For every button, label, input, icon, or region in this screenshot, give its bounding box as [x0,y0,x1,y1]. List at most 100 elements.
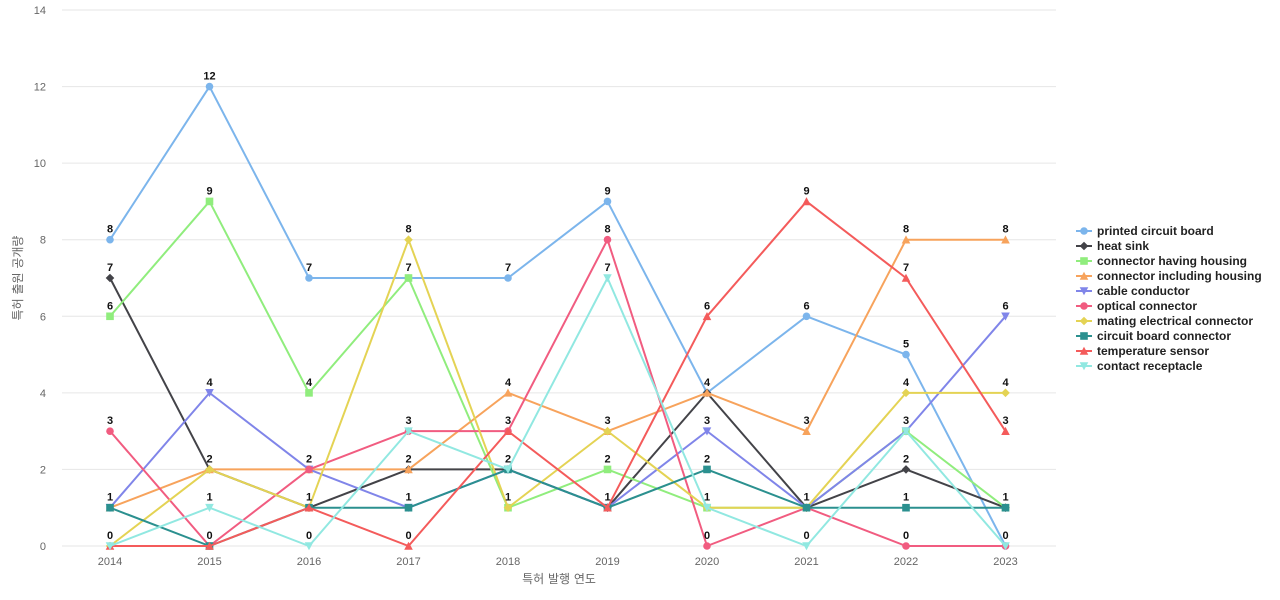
data-point[interactable] [802,312,811,321]
legend-marker[interactable] [1080,302,1088,310]
data-point[interactable] [1001,426,1010,435]
data-point[interactable] [1001,312,1010,321]
data-label: 9 [803,185,809,197]
data-point[interactable] [902,503,910,512]
data-point[interactable] [603,197,612,206]
data-point[interactable] [603,235,612,244]
data-point[interactable] [703,542,711,550]
data-point[interactable] [404,541,413,550]
legend-item[interactable]: optical connector [1076,299,1197,313]
legend-marker[interactable] [1079,362,1089,371]
data-point[interactable] [503,465,513,474]
data-point[interactable] [105,273,115,283]
series-line-optical-connector[interactable] [109,238,1006,547]
legend-item[interactable]: contact receptacle [1076,359,1203,373]
legend-marker[interactable] [1080,257,1088,265]
data-point[interactable] [106,235,114,244]
data-point[interactable] [304,503,314,512]
data-point[interactable] [404,235,413,245]
series-line-connector-having-housing[interactable] [109,200,1007,509]
data-point[interactable] [901,388,911,398]
legend-item[interactable]: printed circuit board [1076,224,1214,238]
data-point[interactable] [901,427,911,436]
data-point[interactable] [205,82,214,91]
legend-marker[interactable] [1079,241,1089,251]
data-point[interactable] [305,274,313,282]
data-point[interactable] [106,503,114,512]
data-point[interactable] [702,503,712,513]
data-point[interactable] [404,274,413,282]
data-point[interactable] [702,311,712,321]
legend-marker[interactable] [1079,316,1089,326]
data-label: 3 [107,415,113,427]
data-point[interactable] [802,542,811,551]
data-point[interactable] [703,465,711,474]
data-point[interactable] [404,503,413,512]
data-label: 4 [505,377,512,389]
data-point[interactable] [902,350,910,359]
series-line-connector-including-housing[interactable] [109,238,1006,509]
data-point[interactable] [603,503,612,512]
legend-item[interactable]: mating electrical connector [1076,314,1253,328]
data-label: 7 [505,262,511,274]
legend-marker[interactable] [1080,227,1088,235]
data-point[interactable] [603,426,612,436]
data-point[interactable] [1001,503,1010,512]
data-point[interactable] [901,273,911,282]
data-point[interactable] [305,465,313,474]
data-point[interactable] [503,426,513,435]
data-point[interactable] [205,541,214,550]
data-point[interactable] [1001,235,1010,244]
series-line-contact-receptacle[interactable] [109,277,1007,547]
data-label: 7 [405,262,411,274]
data-point[interactable] [105,542,115,551]
data-label: 2 [604,453,610,465]
data-point[interactable] [205,389,214,398]
data-point[interactable] [205,465,214,474]
data-point[interactable] [901,465,911,474]
legend-label: temperature sensor [1097,344,1209,358]
series-layer [105,82,1010,551]
data-point[interactable] [404,427,413,436]
legend-item[interactable]: cable conductor [1076,284,1190,298]
data-point[interactable] [603,274,612,283]
data-point[interactable] [802,503,811,512]
legend-marker[interactable] [1079,287,1089,296]
y-tick-label: 8 [40,235,46,247]
series-line-circuit-board-connector[interactable] [109,468,1006,547]
legend-marker[interactable] [1079,271,1089,280]
y-tick-label: 0 [40,541,46,553]
legend-item[interactable]: heat sink [1076,239,1149,253]
data-point[interactable] [503,388,513,397]
data-point[interactable] [902,542,910,550]
data-point[interactable] [702,427,712,436]
data-point[interactable] [205,197,214,206]
legend-item[interactable]: connector including housing [1076,269,1262,283]
data-point[interactable] [1001,542,1010,551]
data-point[interactable] [802,197,811,206]
legend-item[interactable]: temperature sensor [1076,344,1209,358]
legend-marker[interactable] [1080,332,1088,340]
data-point[interactable] [504,274,512,282]
data-label: 0 [107,530,113,542]
legend-marker[interactable] [1079,346,1089,355]
data-point[interactable] [106,312,114,321]
data-point[interactable] [305,389,313,397]
legend-item[interactable]: connector having housing [1076,254,1247,268]
x-tick-label: 2020 [695,556,719,568]
data-point[interactable] [205,503,214,513]
legend-item[interactable]: circuit board connector [1076,329,1231,343]
data-point[interactable] [802,426,811,435]
data-point[interactable] [702,388,712,397]
y-tick-label: 2 [40,464,46,476]
data-point[interactable] [304,542,314,551]
data-point[interactable] [404,465,413,474]
data-point[interactable] [901,235,911,244]
data-point[interactable] [106,427,114,435]
data-point[interactable] [603,465,612,474]
data-label: 3 [803,415,809,427]
legend-label: optical connector [1097,299,1197,313]
data-point[interactable] [503,503,513,513]
data-point[interactable] [1001,388,1010,398]
